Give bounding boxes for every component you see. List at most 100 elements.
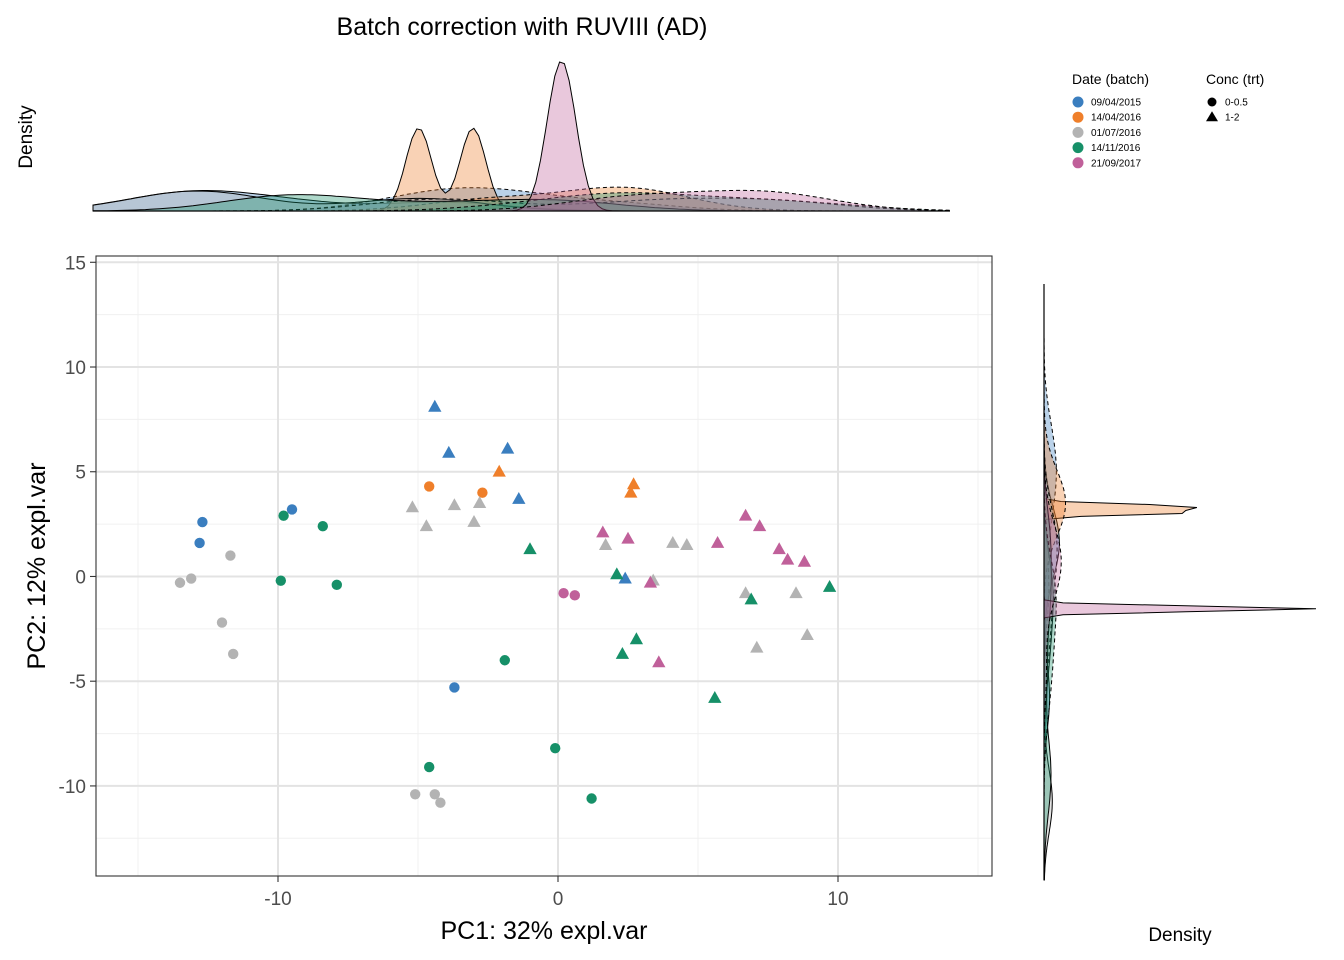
chart-title: Batch correction with RUVIII (AD) xyxy=(337,13,708,41)
grid-lines xyxy=(96,256,992,876)
x-axis-title: PC1: 32% expl.var xyxy=(440,917,647,945)
data-point-circle xyxy=(586,793,597,804)
data-point-circle xyxy=(186,573,197,584)
data-point-triangle xyxy=(789,586,803,599)
data-point-triangle xyxy=(405,500,420,513)
y-tick-label: 5 xyxy=(75,463,86,484)
data-point-circle xyxy=(225,550,236,561)
plot-background xyxy=(96,256,992,876)
data-point-triangle xyxy=(523,542,537,555)
x-tick-label: 10 xyxy=(827,889,848,910)
data-point-circle xyxy=(228,648,239,660)
data-point-triangle xyxy=(500,441,515,454)
data-point-circle xyxy=(477,487,488,498)
data-points xyxy=(174,399,837,808)
legend-shape-label: 0-0.5 xyxy=(1225,98,1248,109)
data-point-circle xyxy=(317,521,328,532)
legend-color-swatch xyxy=(1072,96,1084,108)
data-point-triangle xyxy=(618,571,632,584)
color-legend-title: Date (batch) xyxy=(1072,71,1149,87)
data-point-triangle xyxy=(822,579,837,592)
data-point-circle xyxy=(410,789,421,800)
data-point-triangle xyxy=(492,464,506,477)
data-point-triangle xyxy=(800,628,814,641)
legend-color-label: 14/04/2016 xyxy=(1091,113,1141,124)
data-point-circle xyxy=(550,743,561,754)
data-point-triangle xyxy=(780,552,795,565)
data-point-circle xyxy=(569,590,580,601)
data-point-triangle xyxy=(467,515,481,527)
data-point-triangle xyxy=(643,575,658,588)
data-point-circle xyxy=(435,797,446,808)
data-point-triangle xyxy=(615,646,630,659)
color-legend-items: 09/04/2015 14/04/2016 01/07/2016 14/11/2016… xyxy=(1072,96,1141,169)
data-point-triangle xyxy=(624,485,638,498)
data-point-triangle xyxy=(442,445,456,458)
legend-shape-circle xyxy=(1207,97,1217,107)
y-tick-label: 10 xyxy=(65,358,86,379)
y-tick-label: -10 xyxy=(59,777,86,798)
legend-color-label: 01/07/2016 xyxy=(1091,128,1141,139)
data-point-circle xyxy=(174,577,186,588)
shape-legend-title: Conc (trt) xyxy=(1206,71,1264,87)
top-density-panel xyxy=(92,61,951,212)
data-point-triangle xyxy=(752,519,767,532)
data-point-triangle xyxy=(598,538,613,550)
data-point-circle xyxy=(197,516,208,528)
legend-color-swatch xyxy=(1072,157,1084,169)
data-point-triangle xyxy=(419,519,434,532)
data-point-triangle xyxy=(680,538,694,550)
data-point-circle xyxy=(499,655,510,666)
data-point-circle xyxy=(429,789,440,800)
data-point-circle xyxy=(424,761,435,773)
data-point-circle xyxy=(275,575,286,586)
shape-legend-items: 0-0.5 1-2 xyxy=(1206,97,1248,124)
data-point-triangle xyxy=(512,491,526,504)
legend: Date (batch) 09/04/2015 14/04/2016 01/07/2… xyxy=(1072,71,1264,169)
x-tick-label: 0 xyxy=(553,889,564,910)
data-point-circle xyxy=(558,588,569,599)
data-point-triangle xyxy=(708,690,722,703)
legend-shape-label: 1-2 xyxy=(1225,113,1240,124)
right-density-curve xyxy=(1043,284,1198,880)
data-point-triangle xyxy=(750,640,764,653)
data-point-circle xyxy=(286,504,298,515)
right-density-panel xyxy=(1043,284,1317,881)
data-point-triangle xyxy=(596,525,610,538)
data-point-triangle xyxy=(710,535,725,548)
legend-color-swatch xyxy=(1072,142,1084,154)
data-point-circle xyxy=(278,510,289,521)
data-point-triangle xyxy=(629,632,644,645)
data-point-triangle xyxy=(772,542,786,555)
top-density-label: Density xyxy=(16,105,37,169)
right-density-curve xyxy=(1043,284,1317,880)
data-point-triangle xyxy=(626,477,641,490)
top-density-curve xyxy=(93,61,950,212)
x-tick-label: -10 xyxy=(264,889,291,910)
plot-border xyxy=(95,255,993,877)
data-point-circle xyxy=(331,579,342,591)
legend-color-swatch xyxy=(1072,126,1084,138)
legend-color-label: 09/04/2015 xyxy=(1091,98,1141,109)
data-point-triangle xyxy=(472,496,487,509)
data-point-triangle xyxy=(621,531,635,544)
data-point-triangle xyxy=(738,586,753,599)
data-point-circle xyxy=(449,682,460,693)
data-point-triangle xyxy=(428,399,442,412)
data-point-triangle xyxy=(738,508,753,521)
scatter-panel: -10 0 10 -10 -5 0 5 10 15 xyxy=(59,253,993,910)
y-axis-title: PC2: 12% expl.var xyxy=(23,462,51,669)
legend-color-label: 21/09/2017 xyxy=(1091,158,1141,169)
data-point-triangle xyxy=(447,498,462,511)
legend-shape-triangle xyxy=(1206,111,1218,122)
data-point-circle xyxy=(216,617,228,628)
data-point-triangle xyxy=(666,535,680,548)
top-density-curve xyxy=(93,189,951,212)
data-point-triangle xyxy=(744,592,758,605)
data-point-circle xyxy=(194,537,205,549)
y-tick-label: -5 xyxy=(69,672,86,693)
data-point-triangle xyxy=(797,554,812,567)
data-point-circle xyxy=(424,481,435,492)
right-density-label: Density xyxy=(1148,925,1212,946)
